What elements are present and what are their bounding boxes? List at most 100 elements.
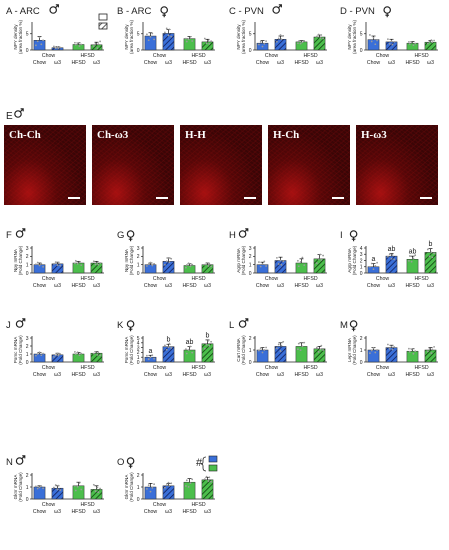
group-label: HFSD bbox=[80, 53, 94, 59]
significance-letter: ab bbox=[388, 246, 396, 253]
data-point bbox=[168, 484, 171, 487]
data-point bbox=[388, 347, 391, 350]
group-label: Chow bbox=[265, 53, 279, 59]
data-point bbox=[185, 264, 188, 266]
group-label: Chow bbox=[153, 502, 167, 508]
data-point bbox=[297, 42, 299, 45]
data-point bbox=[74, 351, 76, 353]
male-symbol-arrow bbox=[21, 318, 26, 323]
data-point bbox=[303, 341, 306, 344]
panel-letter: O bbox=[117, 457, 124, 468]
male-symbol-arrow bbox=[55, 4, 59, 9]
panel-c-pvn: C - PVN NPY density (area fraction %) 0 5 Cho… bbox=[229, 4, 327, 66]
y-tick-label: 0 bbox=[249, 48, 252, 54]
group-label: HFSD bbox=[80, 365, 94, 371]
data-point bbox=[408, 255, 411, 257]
bar bbox=[367, 349, 380, 363]
data-point bbox=[372, 347, 375, 350]
micrograph-label: Ch-Ch bbox=[9, 129, 41, 141]
data-point bbox=[207, 339, 210, 342]
panel-letter: D - PVN bbox=[340, 6, 375, 17]
panel-a-legend bbox=[98, 13, 108, 30]
data-point bbox=[36, 353, 39, 355]
data-point bbox=[205, 343, 208, 346]
data-point bbox=[168, 28, 171, 31]
data-point bbox=[258, 43, 260, 46]
data-point bbox=[38, 36, 41, 39]
bar bbox=[90, 262, 103, 274]
data-point bbox=[146, 487, 148, 490]
y-tick-label: 1 bbox=[26, 262, 29, 268]
y-axis-label-units: (Fold Change) bbox=[241, 245, 246, 275]
x-tick-label: HFSD bbox=[294, 60, 308, 66]
data-point bbox=[59, 353, 62, 355]
data-point bbox=[203, 478, 206, 481]
y-axis-label-units: (Fold Change) bbox=[129, 472, 134, 502]
y-axis-label: Npy mRNA bbox=[13, 248, 18, 272]
y-axis-label: Agrp mRNA bbox=[347, 247, 352, 272]
data-point bbox=[96, 261, 99, 264]
male-symbol-icon bbox=[14, 108, 24, 118]
y-tick-label: 2 bbox=[249, 254, 252, 260]
data-point bbox=[208, 43, 211, 45]
data-point bbox=[165, 260, 168, 263]
x-tick-label: Chow bbox=[144, 372, 158, 378]
data-point bbox=[390, 40, 393, 43]
data-point bbox=[391, 348, 394, 351]
x-tick-label: Chow bbox=[367, 372, 381, 378]
data-point bbox=[94, 263, 97, 266]
data-point bbox=[203, 263, 206, 266]
x-tick-label: ω3 bbox=[388, 60, 395, 66]
data-point bbox=[146, 354, 148, 357]
panel-letter: K bbox=[117, 320, 124, 331]
x-tick-label: HFSD bbox=[182, 509, 196, 515]
x-tick-label: Chow bbox=[256, 283, 270, 289]
y-tick-label: 0 bbox=[26, 48, 29, 54]
data-point bbox=[80, 488, 83, 491]
data-point bbox=[167, 481, 170, 484]
y-tick-label: 0 bbox=[249, 360, 252, 366]
bar bbox=[201, 479, 214, 500]
data-point bbox=[408, 347, 410, 350]
x-tick-label: HFSD bbox=[405, 283, 419, 289]
data-point bbox=[390, 257, 393, 260]
panel-letter: F bbox=[6, 230, 12, 241]
x-tick-label: ω3 bbox=[204, 60, 211, 66]
data-point bbox=[259, 265, 262, 268]
significance-letter: ab bbox=[186, 339, 194, 346]
data-point bbox=[410, 41, 413, 44]
data-point bbox=[53, 355, 55, 358]
data-point bbox=[57, 261, 60, 264]
y-axis-label-units: (area fraction %) bbox=[129, 20, 134, 54]
data-point bbox=[297, 342, 300, 345]
data-point bbox=[42, 265, 44, 268]
legend-blue-square bbox=[208, 455, 218, 463]
data-point bbox=[36, 261, 39, 264]
data-point bbox=[151, 354, 154, 357]
bar bbox=[385, 347, 398, 363]
x-tick-label: HFSD bbox=[71, 509, 85, 515]
bar bbox=[295, 262, 308, 274]
female-symbol-cross bbox=[128, 327, 133, 332]
data-point bbox=[391, 253, 394, 256]
bar bbox=[183, 349, 196, 363]
group-label: Chow bbox=[376, 365, 390, 371]
data-point bbox=[38, 351, 41, 354]
data-point bbox=[99, 40, 101, 43]
group-label: Chow bbox=[42, 276, 56, 282]
data-point bbox=[258, 349, 260, 352]
data-point bbox=[40, 43, 43, 46]
y-axis-label-units: (Fold Change) bbox=[18, 245, 23, 275]
female-symbol-circle bbox=[349, 230, 358, 238]
data-point bbox=[276, 347, 278, 350]
y-axis-label-units: (Fold Change) bbox=[18, 472, 23, 502]
data-point bbox=[414, 254, 417, 257]
data-point bbox=[80, 264, 83, 267]
data-point bbox=[276, 257, 278, 259]
legend-hash: # bbox=[196, 457, 203, 469]
legend-brace bbox=[200, 456, 207, 472]
bar bbox=[72, 44, 85, 51]
data-point bbox=[40, 262, 43, 265]
